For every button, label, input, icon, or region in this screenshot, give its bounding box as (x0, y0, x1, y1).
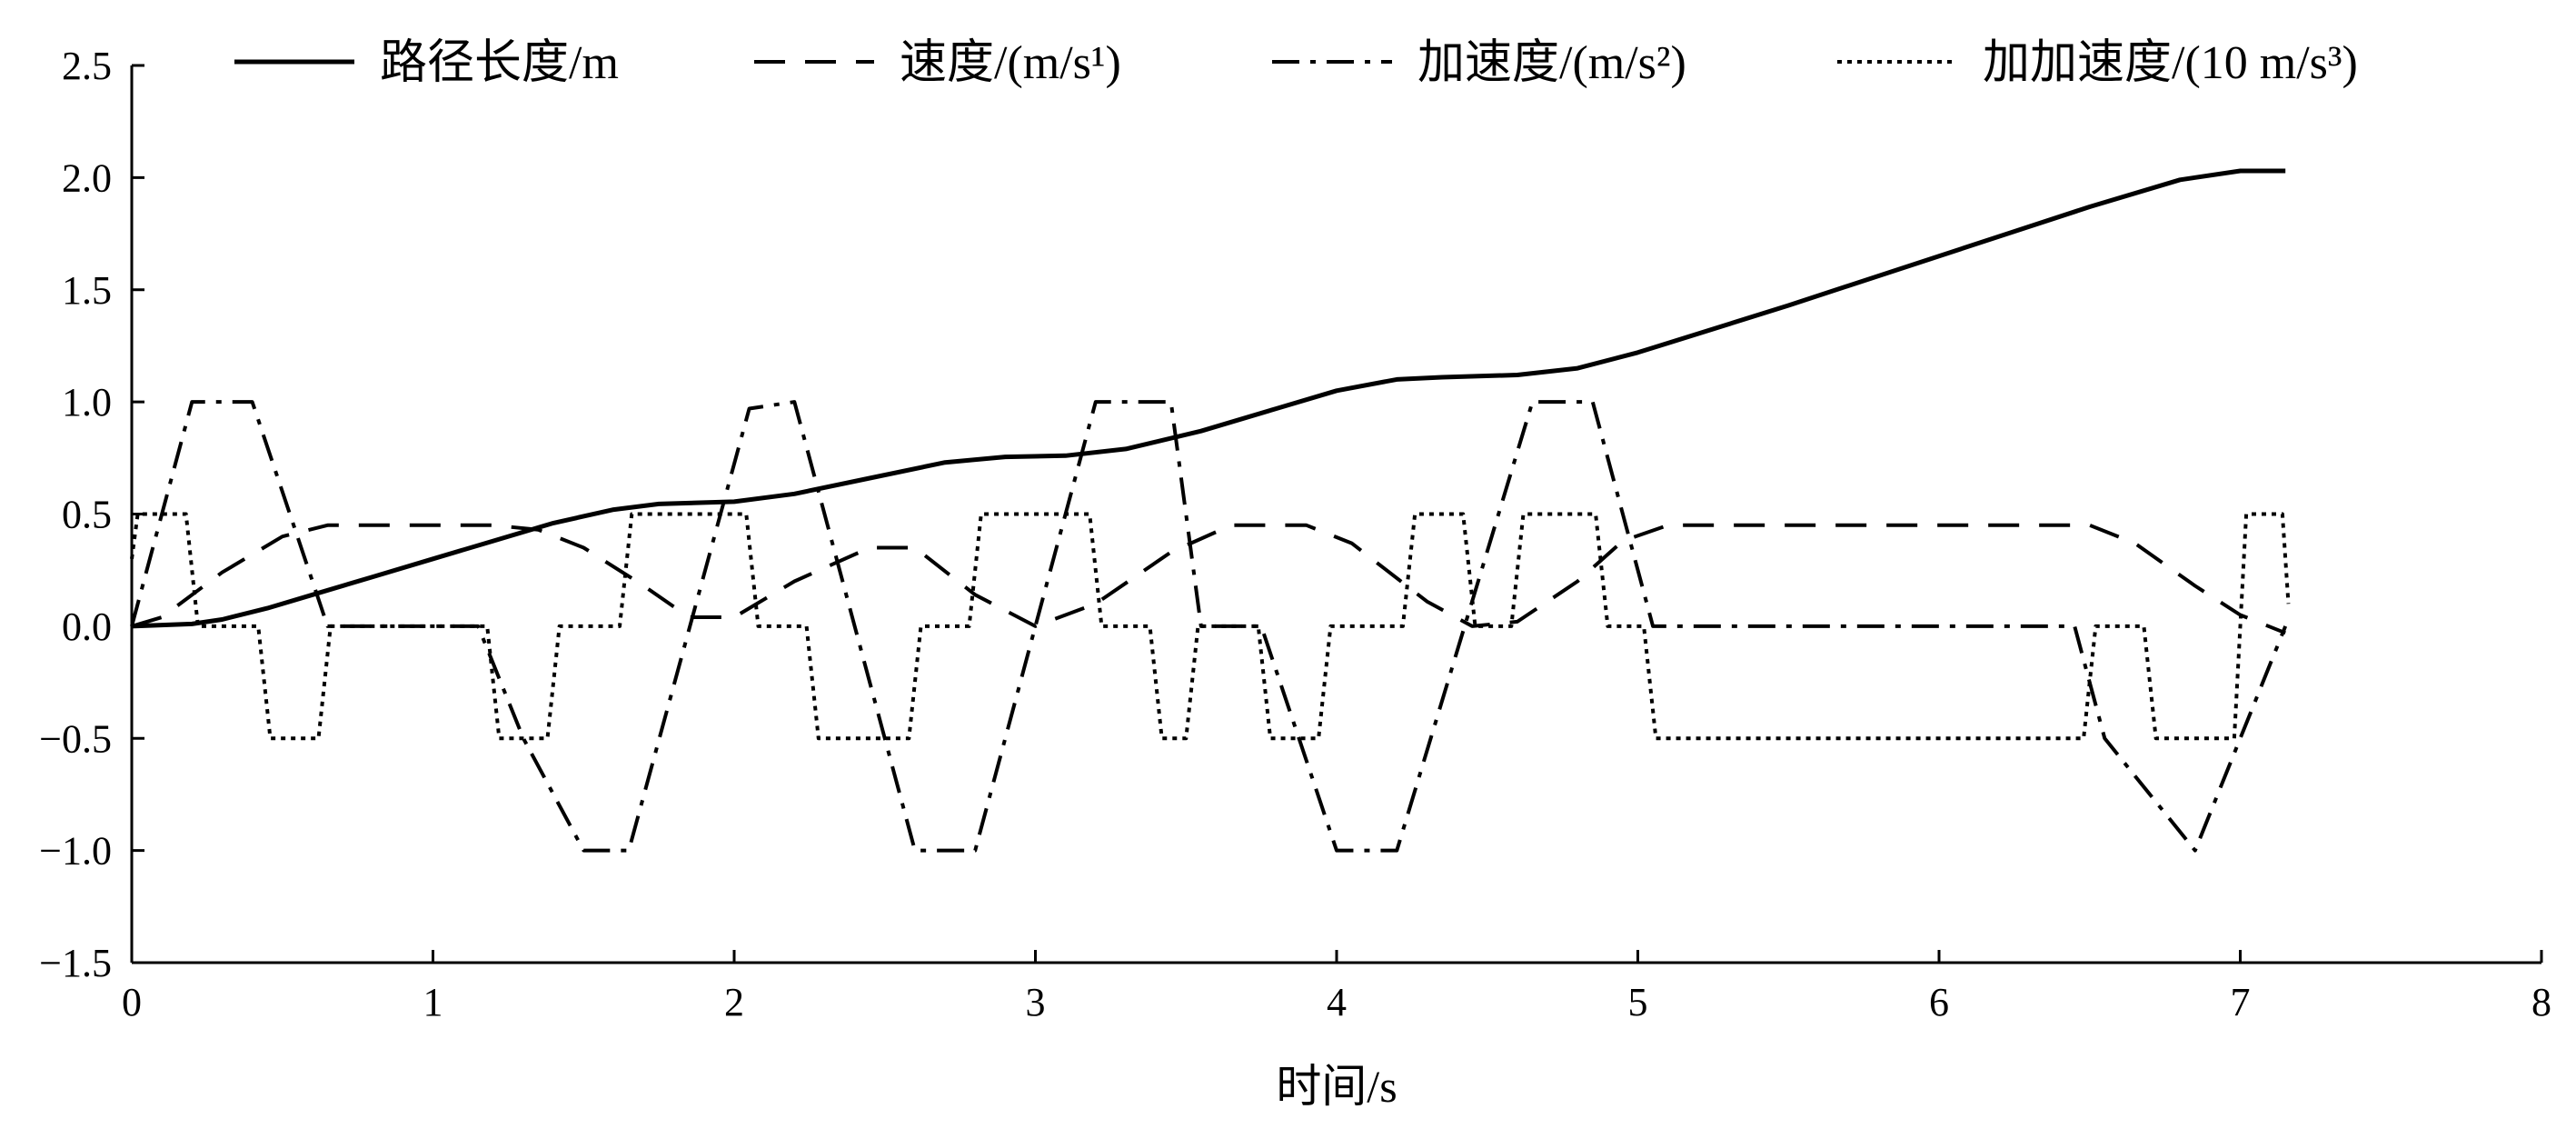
y-tick-label: 0.5 (62, 493, 112, 537)
series-line-dashdot (130, 400, 2288, 853)
x-tick-label: 2 (724, 980, 744, 1024)
series-line-solid (131, 168, 2286, 629)
legend-label: 加加速度/(10 m/s³) (1983, 37, 2358, 89)
y-tick-label: −1.5 (39, 941, 112, 985)
x-tick-label: 8 (2531, 980, 2551, 1024)
legend: 路径长度/m 速度/(m/s¹) 加速度/(m/s²) 加加速度/(10 m/s³) (234, 37, 2358, 89)
y-tick-label: 2.5 (62, 44, 112, 88)
x-axis-title: 时间/s (1276, 1061, 1397, 1112)
y-tick-label: 1.5 (62, 268, 112, 313)
x-tick-label: 5 (1628, 980, 1648, 1024)
series-lines (130, 168, 2291, 853)
legend-label: 加速度/(m/s²) (1417, 37, 1686, 89)
y-tick-label: −0.5 (39, 716, 112, 761)
x-tick-label: 4 (1327, 980, 1347, 1024)
y-tick-label: −1.0 (39, 829, 112, 874)
x-tick-label: 0 (122, 980, 142, 1024)
x-tick-label: 1 (423, 980, 443, 1024)
axes: −1.5 −1.0 −0.5 0.0 0.5 1.0 1.5 2.0 2.5 0 1 2 3 4 5 6 7 8 (39, 44, 2551, 1024)
x-tick-label: 7 (2231, 980, 2251, 1024)
x-tick-label: 6 (1929, 980, 1949, 1024)
y-tick-label: 2.0 (62, 155, 112, 200)
x-tick-label: 3 (1026, 980, 1046, 1024)
series-line-dashed (131, 523, 2286, 635)
legend-label: 路径长度/m (380, 37, 619, 89)
legend-label: 速度/(m/s¹) (900, 37, 1121, 89)
y-tick-label: 1.0 (62, 380, 112, 425)
y-tick-label: 0.0 (62, 604, 112, 649)
series-line-dotted (130, 512, 2291, 741)
